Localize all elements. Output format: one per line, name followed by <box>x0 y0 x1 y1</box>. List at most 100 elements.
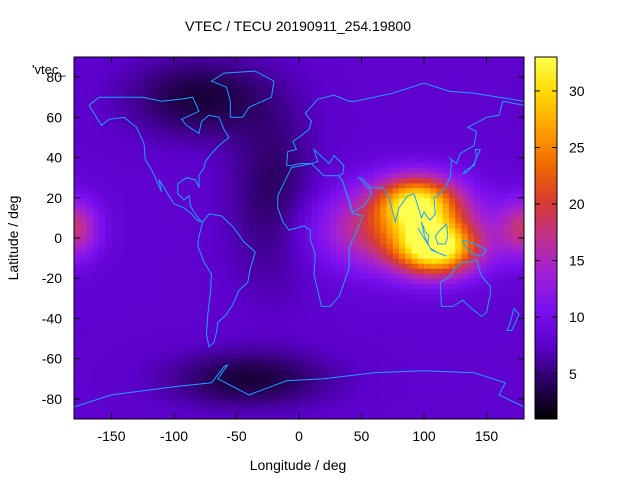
heat-cell <box>299 243 306 249</box>
heat-cell <box>136 197 144 204</box>
heat-cell <box>86 132 94 139</box>
heat-cell <box>74 177 81 184</box>
heat-cell <box>130 222 138 229</box>
heat-cell <box>117 172 125 179</box>
heat-cell <box>136 273 144 279</box>
heat-cell <box>430 333 438 340</box>
heat-cell <box>142 227 150 234</box>
heat-cell <box>92 278 100 284</box>
heat-cell <box>249 388 256 395</box>
heat-cell <box>411 348 419 355</box>
heat-cell <box>474 253 481 259</box>
heat-cell <box>374 388 381 395</box>
heat-cell <box>117 238 125 244</box>
heat-cell <box>405 383 413 390</box>
heat-cell <box>374 253 381 259</box>
heat-cell <box>455 398 463 405</box>
heat-cell <box>330 177 338 184</box>
heat-cell <box>211 222 219 229</box>
heat-cell <box>461 197 469 204</box>
heat-cell <box>486 358 494 365</box>
heat-cell <box>224 82 231 88</box>
heat-cell <box>274 227 281 234</box>
heat-cell <box>242 303 250 309</box>
heat-cell <box>242 122 250 128</box>
heat-cell <box>230 232 238 239</box>
heat-cell <box>311 227 319 234</box>
heat-cell <box>274 293 281 299</box>
heat-cell <box>355 217 363 224</box>
heat-cell <box>492 162 500 169</box>
heat-cell <box>174 238 181 244</box>
heat-cell <box>174 278 181 284</box>
heat-cell <box>424 413 431 419</box>
heat-cell <box>199 258 206 264</box>
heat-cell <box>180 127 188 134</box>
heat-cell <box>492 207 500 214</box>
heat-cell <box>255 77 263 83</box>
heat-cell <box>211 102 219 108</box>
heat-cell <box>342 293 350 299</box>
heat-cell <box>149 383 156 390</box>
heat-cell <box>142 172 150 179</box>
heat-cell <box>149 202 156 209</box>
heat-cell <box>86 298 94 304</box>
heat-cell <box>499 67 506 73</box>
heat-cell <box>342 353 350 360</box>
heat-cell <box>324 167 331 174</box>
heat-cell <box>280 132 288 139</box>
heat-cell <box>417 368 425 375</box>
heat-cell <box>430 232 438 239</box>
heat-cell <box>274 383 281 390</box>
heat-cell <box>399 308 406 315</box>
heat-cell <box>317 167 325 174</box>
heat-cell <box>455 413 463 419</box>
heat-cell <box>342 82 350 88</box>
heat-cell <box>342 388 350 395</box>
heat-cell <box>486 232 494 239</box>
heat-cell <box>249 383 256 390</box>
heat-cell <box>230 77 238 83</box>
heat-cell <box>105 222 113 229</box>
heat-cell <box>130 403 138 410</box>
heat-cell <box>192 273 200 279</box>
heat-cell <box>74 253 81 259</box>
heat-cell <box>430 278 438 284</box>
heat-cell <box>124 268 131 274</box>
heat-cell <box>292 303 300 309</box>
heat-cell <box>105 378 113 385</box>
heat-cell <box>142 263 150 269</box>
heat-cell <box>442 333 450 340</box>
heat-cell <box>349 243 356 249</box>
heat-cell <box>430 303 438 309</box>
heat-cell <box>311 298 319 304</box>
heat-cell <box>242 182 250 189</box>
heat-cell <box>249 142 256 149</box>
heat-cell <box>292 378 300 385</box>
heat-cell <box>217 152 225 159</box>
heat-cell <box>361 253 369 259</box>
heat-cell <box>399 132 406 139</box>
heat-cell <box>167 318 175 325</box>
heat-cell <box>124 152 131 159</box>
heat-cell <box>442 343 450 350</box>
heat-cell <box>430 132 438 139</box>
heat-cell <box>217 363 225 370</box>
heat-cell <box>361 308 369 315</box>
heat-cell <box>92 107 100 113</box>
heat-cell <box>430 358 438 365</box>
heat-cell <box>199 72 206 78</box>
heat-cell <box>367 358 375 365</box>
heat-cell <box>324 343 331 350</box>
heat-cell <box>155 92 163 98</box>
heat-cell <box>411 217 419 224</box>
heat-cell <box>180 157 188 164</box>
heat-cell <box>342 157 350 164</box>
heat-cell <box>311 102 319 108</box>
heat-cell <box>424 318 431 325</box>
heat-cell <box>280 278 288 284</box>
heat-cell <box>80 288 88 294</box>
heat-cell <box>455 393 463 400</box>
heat-cell <box>311 207 319 214</box>
heat-cell <box>224 263 231 269</box>
